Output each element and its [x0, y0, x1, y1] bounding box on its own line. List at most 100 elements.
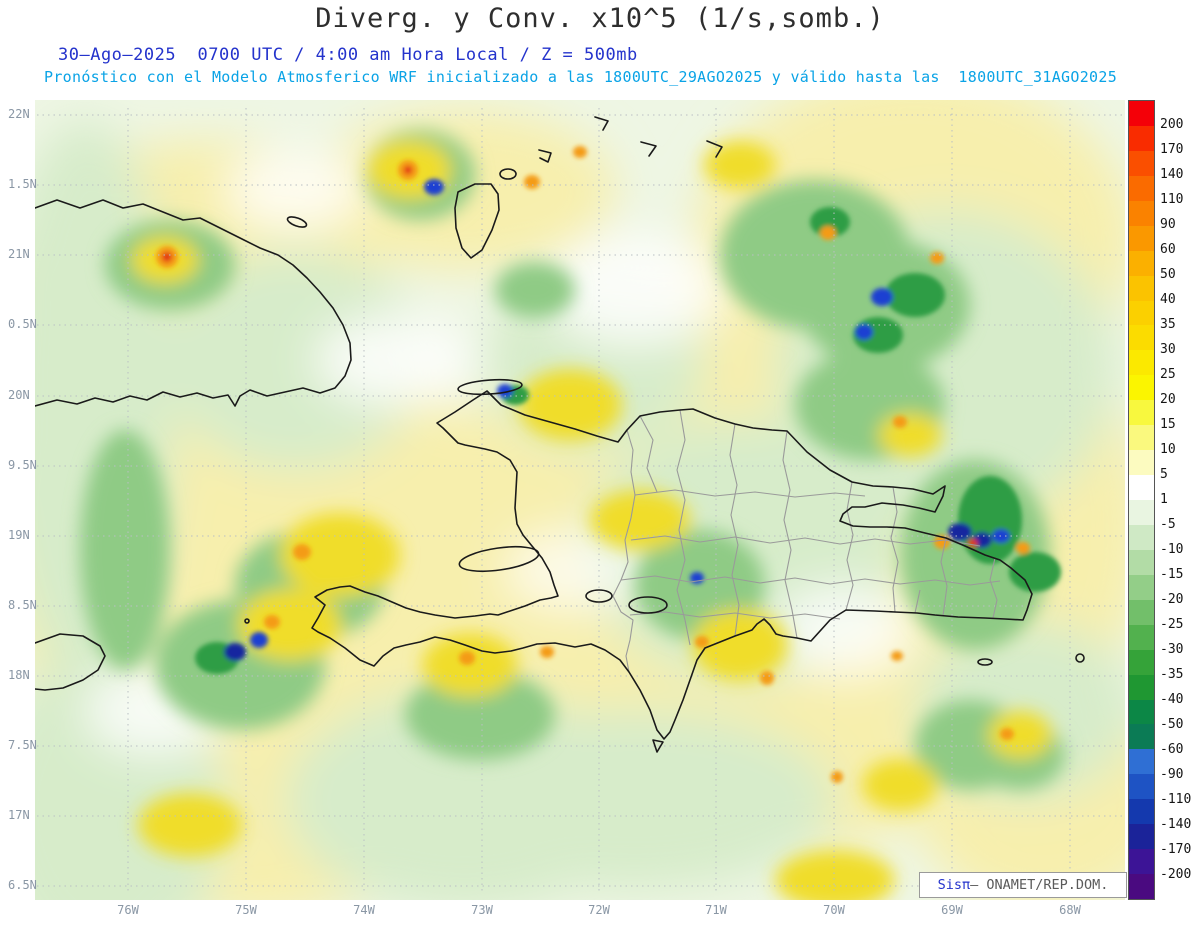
colorbar-segment: [1129, 799, 1154, 825]
colorbar-segment: [1129, 599, 1154, 625]
field-blob: [545, 235, 725, 345]
field-blob: [1000, 728, 1014, 740]
y-tick-label: 18N: [8, 668, 30, 682]
colorbar-segment: [1129, 500, 1154, 525]
lake-enriquillo: [628, 596, 668, 614]
colorbar-segment: [1129, 524, 1154, 550]
colorbar-segment: [1129, 450, 1154, 476]
x-tick-label: 71W: [705, 903, 727, 917]
colorbar-segment: [1129, 250, 1154, 276]
colorbar-level-label: -10: [1160, 542, 1184, 557]
field-blob: [878, 413, 942, 457]
colorbar-level-label: -20: [1160, 592, 1184, 607]
field-blob: [264, 615, 280, 629]
field-blob: [524, 175, 540, 189]
y-tick-label: 7.5N: [8, 738, 37, 752]
island-grand-turk: [706, 140, 723, 158]
colorbar-level-label: 20: [1160, 392, 1176, 407]
field-blob: [238, 589, 342, 661]
x-tick-label: 75W: [235, 903, 257, 917]
colorbar: [1128, 100, 1155, 900]
colorbar-segment: [1129, 475, 1154, 500]
cay-north-cuba: [286, 216, 308, 228]
colorbar-level-label: -35: [1160, 667, 1184, 682]
colorbar-segment: [1129, 699, 1154, 725]
colorbar-level-label: 90: [1160, 217, 1176, 232]
colorbar-segment: [1129, 674, 1154, 700]
y-tick-label: 9.5N: [8, 458, 37, 472]
coast-jamaica: [35, 633, 106, 691]
field-blob: [80, 430, 170, 670]
field-blob: [871, 288, 893, 306]
colorbar-level-label: -50: [1160, 717, 1184, 732]
colorbar-segment: [1129, 400, 1154, 426]
field-blob: [495, 262, 575, 318]
colorbar-level-label: 60: [1160, 242, 1176, 257]
island-caicos-1: [538, 149, 552, 163]
island-navassa: [244, 618, 250, 624]
field-blob: [225, 150, 365, 230]
field-blob: [862, 759, 938, 811]
field-blob: [138, 793, 242, 857]
field-blob: [422, 633, 518, 697]
field-blob: [695, 636, 709, 648]
coast-cuba: [35, 199, 352, 407]
field-blob: [775, 850, 895, 900]
field-blob: [224, 643, 246, 661]
colorbar-segment: [1129, 125, 1154, 151]
colorbar-level-label: 40: [1160, 292, 1176, 307]
y-tick-label: 17N: [8, 808, 30, 822]
field-blob: [692, 609, 788, 681]
field-blob: [505, 530, 645, 610]
island-caicos-3: [640, 141, 657, 157]
field-blob: [573, 146, 587, 158]
y-tick-label: 19N: [8, 528, 30, 542]
colorbar-level-label: 140: [1160, 167, 1184, 182]
field-blob: [435, 710, 835, 890]
field-blob: [1016, 542, 1030, 554]
x-tick-label: 68W: [1059, 903, 1081, 917]
y-tick-label: 20N: [8, 388, 30, 402]
chart-datetime-line: 30–Ago–2025 0700 UTC / 4:00 am Hora Loca…: [58, 45, 638, 65]
field-blob: [775, 585, 915, 675]
y-tick-label: 0.5N: [8, 317, 37, 331]
colorbar-level-label: -200: [1160, 867, 1192, 882]
credit-text: – ONAMET/REP.DOM.: [970, 877, 1109, 893]
lake-saumatre: [585, 589, 613, 603]
x-tick-label: 73W: [471, 903, 493, 917]
colorbar-level-label: 30: [1160, 342, 1176, 357]
y-tick-label: 1.5N: [8, 177, 37, 191]
field-blob: [831, 771, 843, 783]
colorbar-level-label: 25: [1160, 367, 1176, 382]
x-tick-label: 76W: [117, 903, 139, 917]
credit-box: Sisπ – ONAMET/REP.DOM.: [919, 872, 1127, 898]
colorbar-segment: [1129, 649, 1154, 675]
island-mona: [1075, 653, 1085, 663]
island-great-inagua: [454, 183, 500, 259]
colorbar-segment: [1129, 874, 1154, 899]
field-blob: [948, 523, 972, 541]
colorbar-level-label: -60: [1160, 742, 1184, 757]
island-caicos-2: [594, 116, 609, 131]
colorbar-level-label: -25: [1160, 617, 1184, 632]
colorbar-level-label: 1: [1160, 492, 1168, 507]
colorbar-level-label: 10: [1160, 442, 1176, 457]
colorbar-level-label: -170: [1160, 842, 1192, 857]
chart-title: Diverg. y Conv. x10^5 (1/s,somb.): [315, 3, 885, 34]
field-blob: [704, 141, 776, 189]
colorbar-segment: [1129, 624, 1154, 650]
x-tick-label: 74W: [353, 903, 375, 917]
colorbar-level-label: -40: [1160, 692, 1184, 707]
colorbar-segment: [1129, 350, 1154, 376]
field-blob: [891, 651, 903, 661]
y-tick-label: 22N: [8, 107, 30, 121]
field-blob: [165, 250, 425, 470]
colorbar-level-label: -90: [1160, 767, 1184, 782]
field-blob: [810, 207, 850, 237]
x-tick-label: 69W: [941, 903, 963, 917]
credit-logo: Sisπ: [937, 877, 971, 893]
field-blob: [590, 490, 690, 550]
field-blob: [988, 711, 1052, 759]
colorbar-segment: [1129, 749, 1154, 775]
island-little-inagua: [499, 168, 517, 180]
